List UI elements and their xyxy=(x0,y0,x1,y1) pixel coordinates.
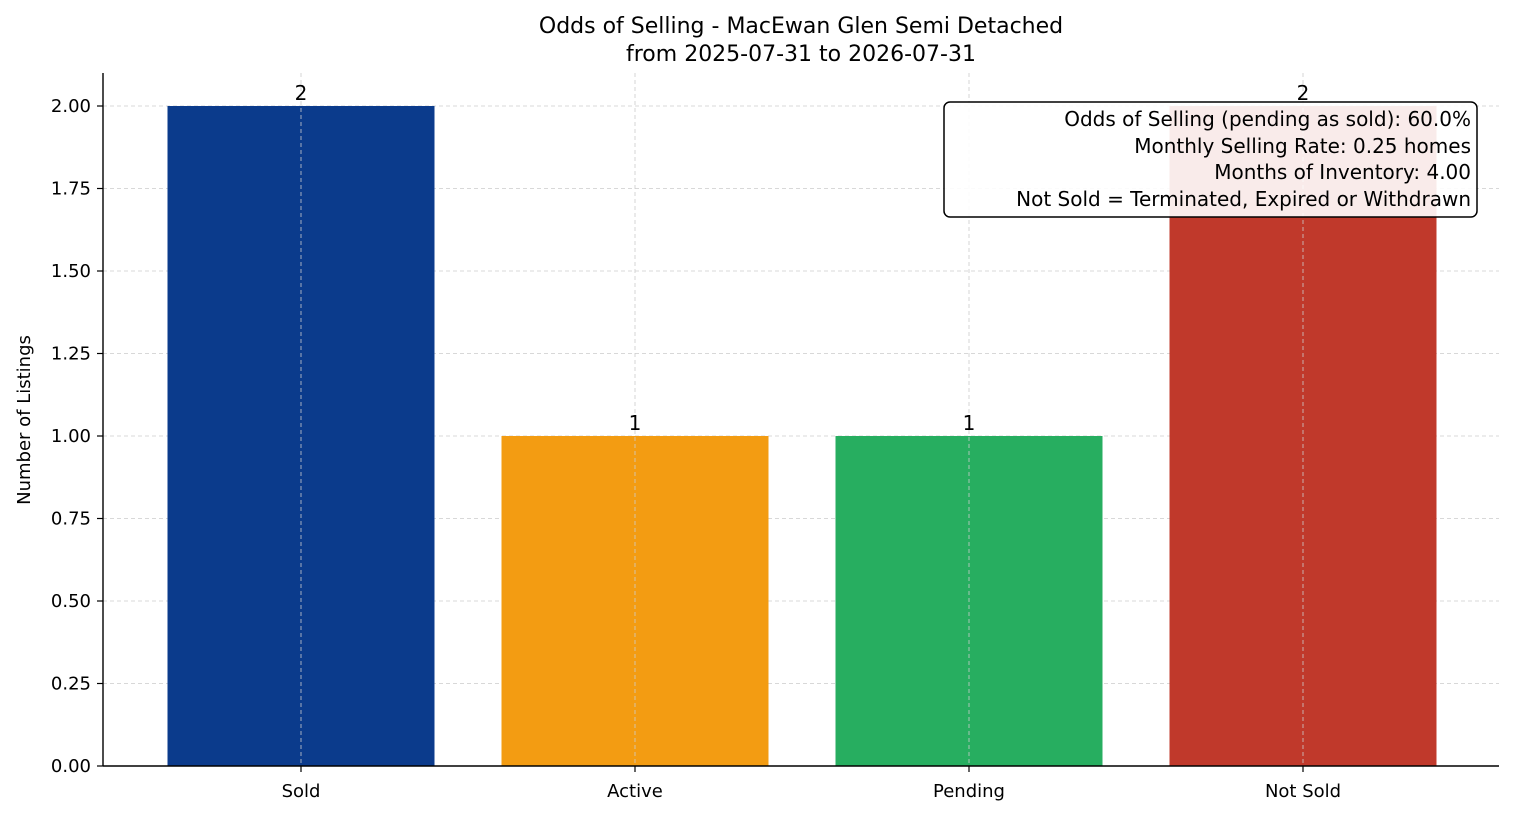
y-tick-label: 0.00 xyxy=(51,756,91,777)
info-annotation-frame xyxy=(943,101,1478,218)
y-tick-label: 1.75 xyxy=(51,179,91,200)
x-tick-label: Active xyxy=(607,781,663,802)
data-label: 2 xyxy=(1297,81,1310,105)
data-label: 1 xyxy=(629,411,642,435)
y-tick-label: 2.00 xyxy=(51,96,91,117)
x-tick-label: Pending xyxy=(933,781,1005,802)
y-axis-label: Number of Listings xyxy=(14,335,35,505)
bars-layer: 2 1 1 2 xyxy=(167,73,1437,766)
bar-sold xyxy=(167,106,435,766)
info-annotation-box: Odds of Selling (pending as sold): 60.0%… xyxy=(943,101,1478,218)
info-line-odds: Odds of Selling (pending as sold): 60.0% xyxy=(1064,107,1471,131)
y-tick-label: 1.50 xyxy=(51,261,91,282)
y-tick-label: 0.75 xyxy=(51,509,91,530)
info-line-rate: Monthly Selling Rate: 0.25 homes xyxy=(1134,134,1471,158)
chart-title: Odds of Selling - MacEwan Glen Semi Deta… xyxy=(539,14,1063,39)
info-line-inventory: Months of Inventory: 4.00 xyxy=(1214,160,1471,184)
y-tick-label: 0.50 xyxy=(51,591,91,612)
axis-layer: 0.00 0.25 0.50 0.75 1.00 1.25 1.50 1.75 2.00 Sold… xyxy=(51,73,1499,802)
y-tick-label: 1.00 xyxy=(51,426,91,447)
x-tick-label: Sold xyxy=(282,781,321,802)
info-line-note: Not Sold = Terminated, Expired or Withdr… xyxy=(1016,187,1471,211)
x-tick-label: Not Sold xyxy=(1265,781,1341,802)
data-label: 2 xyxy=(295,81,308,105)
chart-subtitle: from 2025-07-31 to 2026-07-31 xyxy=(626,42,976,67)
data-label: 1 xyxy=(963,411,976,435)
y-tick-label: 1.25 xyxy=(51,344,91,365)
y-tick-label: 0.25 xyxy=(51,674,91,695)
